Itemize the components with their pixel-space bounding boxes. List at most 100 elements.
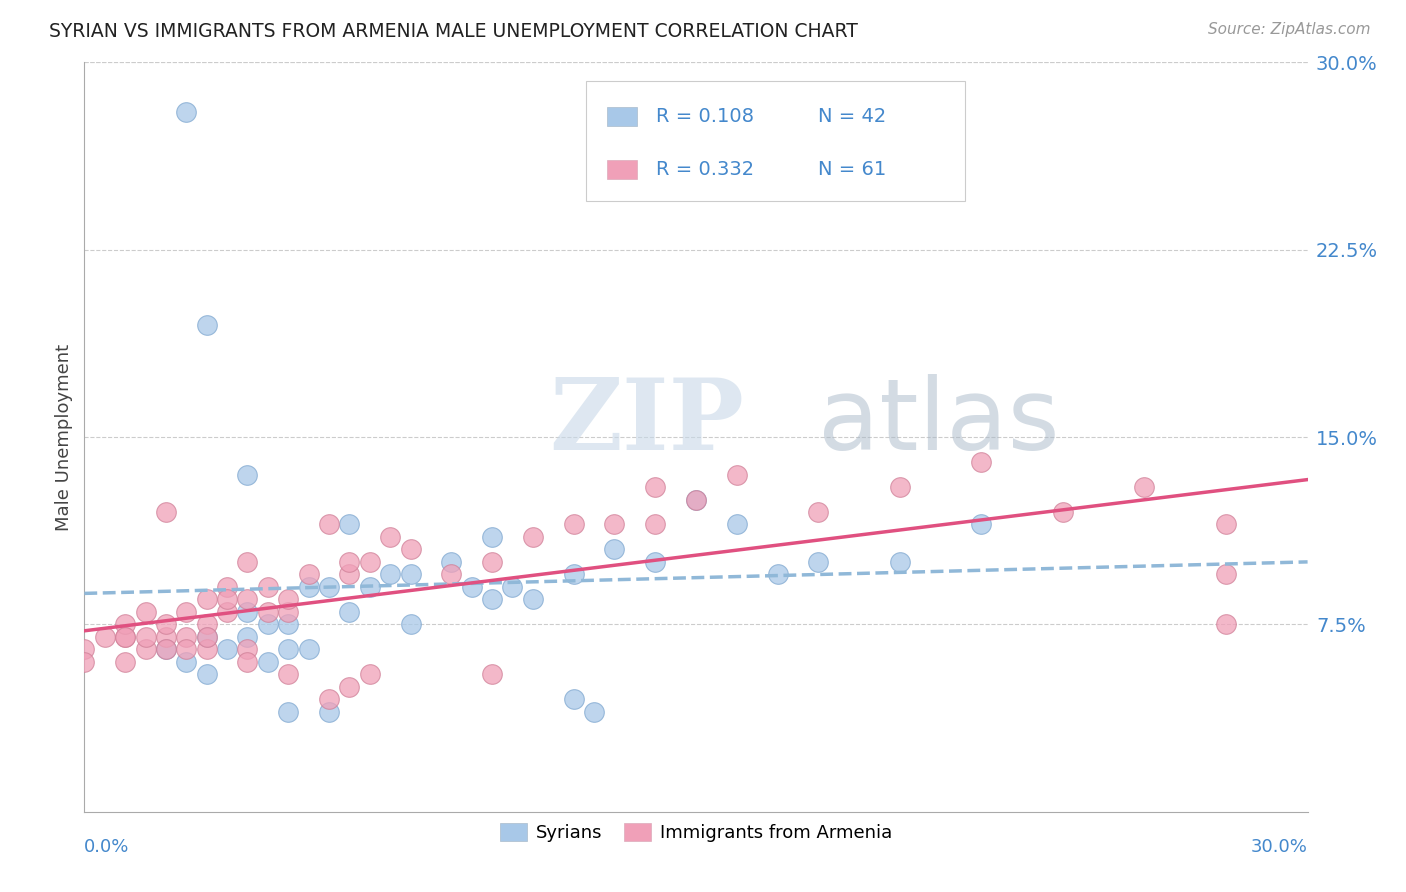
Point bbox=[603, 542, 626, 557]
Point bbox=[522, 592, 544, 607]
Legend: Syrians, Immigrants from Armenia: Syrians, Immigrants from Armenia bbox=[495, 817, 897, 847]
Point bbox=[277, 642, 299, 657]
FancyBboxPatch shape bbox=[606, 160, 637, 178]
Point bbox=[889, 555, 911, 569]
Point bbox=[889, 480, 911, 494]
Point bbox=[1133, 480, 1156, 494]
Point bbox=[339, 605, 361, 619]
Point bbox=[359, 555, 381, 569]
Point bbox=[135, 630, 157, 644]
Point bbox=[114, 630, 136, 644]
Point bbox=[339, 567, 361, 582]
Point bbox=[562, 692, 585, 706]
Point bbox=[277, 667, 299, 681]
Point bbox=[562, 567, 585, 582]
Point bbox=[236, 555, 259, 569]
Point bbox=[217, 642, 239, 657]
Point bbox=[277, 605, 299, 619]
Point bbox=[257, 617, 280, 632]
Text: R = 0.108: R = 0.108 bbox=[655, 107, 754, 126]
Point bbox=[318, 692, 340, 706]
Point bbox=[195, 630, 218, 644]
Point bbox=[562, 517, 585, 532]
Text: ZIP: ZIP bbox=[550, 374, 744, 471]
Point bbox=[380, 567, 402, 582]
Point bbox=[339, 680, 361, 694]
Point bbox=[277, 705, 299, 719]
Point bbox=[174, 105, 197, 120]
Point bbox=[583, 705, 606, 719]
Point bbox=[1215, 567, 1237, 582]
Point bbox=[339, 517, 361, 532]
Point bbox=[155, 642, 177, 657]
Point bbox=[481, 530, 503, 544]
Point bbox=[1215, 617, 1237, 632]
Point bbox=[195, 617, 218, 632]
Point bbox=[174, 605, 197, 619]
Point bbox=[318, 580, 340, 594]
Point bbox=[725, 517, 748, 532]
Point bbox=[644, 480, 666, 494]
Point bbox=[73, 655, 96, 669]
Point bbox=[236, 630, 259, 644]
Point bbox=[236, 467, 259, 482]
Point bbox=[318, 705, 340, 719]
Point bbox=[195, 642, 218, 657]
Point bbox=[481, 667, 503, 681]
Point bbox=[481, 592, 503, 607]
Point bbox=[399, 542, 422, 557]
Point bbox=[461, 580, 484, 594]
Point bbox=[1052, 505, 1074, 519]
Point bbox=[114, 617, 136, 632]
Y-axis label: Male Unemployment: Male Unemployment bbox=[55, 343, 73, 531]
Point bbox=[155, 617, 177, 632]
Point bbox=[114, 655, 136, 669]
Point bbox=[93, 630, 115, 644]
Point bbox=[155, 505, 177, 519]
Point bbox=[359, 667, 381, 681]
Point bbox=[399, 567, 422, 582]
Point bbox=[217, 605, 239, 619]
Point bbox=[174, 655, 197, 669]
Point bbox=[114, 630, 136, 644]
Point bbox=[155, 642, 177, 657]
Point bbox=[440, 555, 463, 569]
Point bbox=[644, 517, 666, 532]
Point bbox=[195, 667, 218, 681]
Point bbox=[155, 630, 177, 644]
Text: N = 61: N = 61 bbox=[818, 160, 887, 178]
Point bbox=[502, 580, 524, 594]
Text: 0.0%: 0.0% bbox=[84, 838, 129, 856]
Point bbox=[399, 617, 422, 632]
Point bbox=[236, 605, 259, 619]
Point bbox=[257, 580, 280, 594]
Text: R = 0.332: R = 0.332 bbox=[655, 160, 754, 178]
Point bbox=[440, 567, 463, 582]
Point bbox=[195, 630, 218, 644]
Point bbox=[135, 605, 157, 619]
Point bbox=[318, 517, 340, 532]
Text: SYRIAN VS IMMIGRANTS FROM ARMENIA MALE UNEMPLOYMENT CORRELATION CHART: SYRIAN VS IMMIGRANTS FROM ARMENIA MALE U… bbox=[49, 22, 858, 41]
Point bbox=[217, 580, 239, 594]
Text: Source: ZipAtlas.com: Source: ZipAtlas.com bbox=[1208, 22, 1371, 37]
Point bbox=[685, 492, 707, 507]
Point bbox=[277, 617, 299, 632]
Point bbox=[257, 605, 280, 619]
Point bbox=[339, 555, 361, 569]
Point bbox=[359, 580, 381, 594]
FancyBboxPatch shape bbox=[606, 107, 637, 126]
Point bbox=[298, 580, 321, 594]
Point bbox=[807, 505, 830, 519]
Point bbox=[481, 555, 503, 569]
Point bbox=[73, 642, 96, 657]
Point bbox=[135, 642, 157, 657]
Point bbox=[277, 592, 299, 607]
Point bbox=[603, 517, 626, 532]
FancyBboxPatch shape bbox=[586, 81, 965, 201]
Text: N = 42: N = 42 bbox=[818, 107, 887, 126]
Point bbox=[195, 318, 218, 332]
Point bbox=[217, 592, 239, 607]
Point bbox=[380, 530, 402, 544]
Text: 30.0%: 30.0% bbox=[1251, 838, 1308, 856]
Point bbox=[236, 655, 259, 669]
